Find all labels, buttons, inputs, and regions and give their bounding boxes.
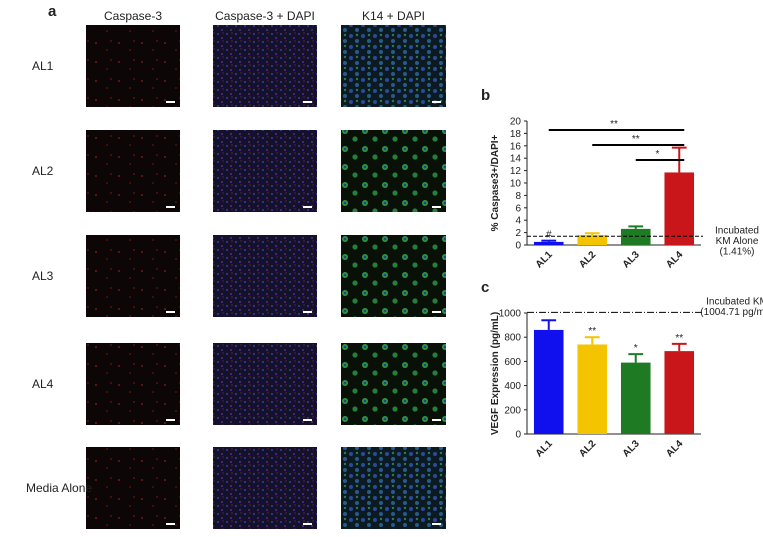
column-header: Caspase-3 — [104, 9, 162, 23]
micrograph — [341, 130, 446, 212]
y-tick-label: 6 — [515, 203, 521, 214]
y-tick-label: 18 — [510, 129, 522, 140]
y-tick-label: 0 — [515, 430, 521, 441]
row-label: AL3 — [32, 269, 54, 283]
column-header: K14 + DAPI — [362, 9, 425, 23]
scale-bar — [303, 523, 312, 525]
y-axis-title: VEGF Expression (pg/mL) — [490, 312, 501, 435]
bar — [620, 362, 651, 434]
micrograph — [86, 447, 180, 529]
micrograph — [341, 447, 446, 529]
reference-label: Incubated KM — [706, 296, 763, 307]
scale-bar — [432, 523, 441, 525]
significance-label: * — [656, 149, 660, 160]
y-tick-label: 0 — [515, 241, 521, 252]
scale-bar — [166, 206, 175, 208]
micrograph — [86, 235, 180, 317]
y-tick-label: 1000 — [499, 309, 522, 320]
y-tick-label: 16 — [510, 141, 522, 152]
scale-bar — [303, 101, 312, 103]
scale-bar — [432, 419, 441, 421]
bar — [533, 241, 564, 245]
column-header: Caspase-3 + DAPI — [215, 9, 315, 23]
y-tick-label: 10 — [510, 179, 522, 190]
micrograph — [213, 130, 317, 212]
micrograph — [213, 235, 317, 317]
x-tick-label: AL3 — [621, 438, 642, 459]
micrograph — [86, 343, 180, 425]
micrograph — [213, 447, 317, 529]
micrograph — [341, 25, 446, 107]
row-label: AL2 — [32, 164, 54, 178]
x-tick-label: AL1 — [534, 249, 555, 270]
scale-bar — [432, 101, 441, 103]
y-tick-label: 4 — [515, 216, 521, 227]
y-tick-label: 20 — [510, 117, 522, 128]
significance-label: ** — [632, 134, 640, 145]
panel-label: a — [48, 3, 57, 20]
scale-bar — [303, 206, 312, 208]
reference-label: Incubated — [715, 225, 759, 236]
x-tick-label: AL1 — [534, 438, 555, 459]
micrograph — [341, 235, 446, 317]
significance-mark: ** — [675, 333, 683, 344]
row-label: AL4 — [32, 377, 54, 391]
y-tick-label: 800 — [504, 333, 521, 344]
scale-bar — [166, 419, 175, 421]
reference-label: KM Alone — [716, 236, 759, 247]
significance-mark: # — [546, 230, 552, 241]
y-tick-label: 200 — [504, 405, 521, 416]
y-tick-label: 8 — [515, 191, 521, 202]
scale-bar — [303, 311, 312, 313]
y-tick-label: 400 — [504, 381, 521, 392]
significance-label: ** — [610, 119, 618, 130]
bar — [577, 235, 608, 245]
micrograph — [341, 343, 446, 425]
bar — [577, 344, 608, 434]
panel-label: b — [481, 87, 490, 104]
y-axis-title: % Caspase3+/DAPI+ — [490, 134, 501, 231]
scale-bar — [166, 311, 175, 313]
significance-mark: ** — [588, 326, 596, 337]
reference-label: (1.41%) — [719, 246, 754, 257]
micrograph — [86, 25, 180, 107]
bar — [664, 172, 695, 245]
significance-mark: * — [634, 343, 638, 354]
bar — [533, 329, 564, 434]
micrograph — [213, 343, 317, 425]
row-label: AL1 — [32, 59, 54, 73]
x-tick-label: AL3 — [621, 249, 642, 270]
x-tick-label: AL4 — [664, 438, 685, 459]
y-tick-label: 600 — [504, 357, 521, 368]
bar — [664, 351, 695, 434]
x-tick-label: AL2 — [577, 249, 598, 270]
x-tick-label: AL2 — [577, 438, 598, 459]
x-tick-label: AL4 — [664, 249, 685, 270]
panel-label: c — [481, 279, 489, 296]
y-tick-label: 12 — [510, 166, 522, 177]
scale-bar — [166, 101, 175, 103]
row-label: Media Alone — [26, 481, 92, 495]
bar — [620, 228, 651, 245]
reference-label: (1004.71 pg/mL) — [700, 307, 763, 318]
micrograph — [213, 25, 317, 107]
y-tick-label: 2 — [515, 228, 521, 239]
scale-bar — [166, 523, 175, 525]
scale-bar — [303, 419, 312, 421]
scale-bar — [432, 206, 441, 208]
scale-bar — [432, 311, 441, 313]
y-tick-label: 14 — [510, 154, 522, 165]
micrographs — [86, 25, 446, 529]
micrograph — [86, 130, 180, 212]
